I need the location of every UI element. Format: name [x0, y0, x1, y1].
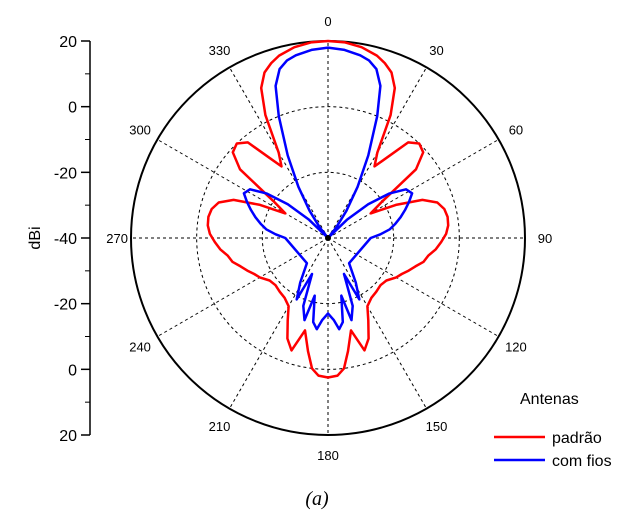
legend-label-padrao: padrão — [552, 430, 602, 447]
grid-spoke-120 — [327, 237, 499, 337]
grid-spoke-210 — [229, 237, 329, 409]
angle-label-210: 210 — [209, 419, 231, 434]
radial-tick-label-6: 20 — [59, 428, 77, 445]
series-line-1 — [242, 46, 414, 331]
legend: Antenas padrão com fios — [494, 391, 612, 470]
series-line-0 — [206, 39, 450, 379]
radial-tick-label-5: 0 — [68, 362, 77, 379]
angle-label-0: 0 — [324, 14, 331, 29]
legend-label-com-fios: com fios — [552, 453, 612, 470]
grid-circle-1 — [196, 106, 460, 370]
radial-tick-label-3: -40 — [54, 231, 77, 248]
radial-tick-label-0: 20 — [59, 34, 77, 51]
angle-label-90: 90 — [538, 231, 552, 246]
y-axis-label: dBi — [27, 226, 44, 249]
radial-tick-label-1: 0 — [68, 100, 77, 117]
grid-spoke-240 — [157, 237, 329, 337]
center-point — [325, 235, 331, 241]
radial-tick-label-4: -20 — [54, 297, 77, 314]
grid-spoke-60 — [327, 139, 499, 239]
angle-label-150: 150 — [426, 419, 448, 434]
angle-label-120: 120 — [505, 340, 527, 355]
grid-spoke-300 — [157, 139, 329, 239]
angle-label-270: 270 — [106, 231, 128, 246]
grid-circle-0 — [261, 171, 395, 305]
legend-title: Antenas — [520, 391, 579, 408]
grid-spoke-150 — [327, 237, 427, 409]
radial-axis: 20 0 -20 -40 -20 0 20 — [54, 34, 91, 445]
angle-label-240: 240 — [129, 340, 151, 355]
angle-labels: 0 30 60 90 120 150 180 210 240 270 300 330 — [106, 14, 552, 463]
angle-label-330: 330 — [209, 43, 231, 58]
figure-caption: (a) — [305, 488, 329, 510]
angle-label-60: 60 — [509, 123, 523, 138]
series-layer — [206, 39, 450, 379]
angle-label-300: 300 — [129, 123, 151, 138]
angle-label-180: 180 — [317, 448, 339, 463]
angle-label-30: 30 — [429, 43, 443, 58]
radial-tick-label-2: -20 — [54, 165, 77, 182]
